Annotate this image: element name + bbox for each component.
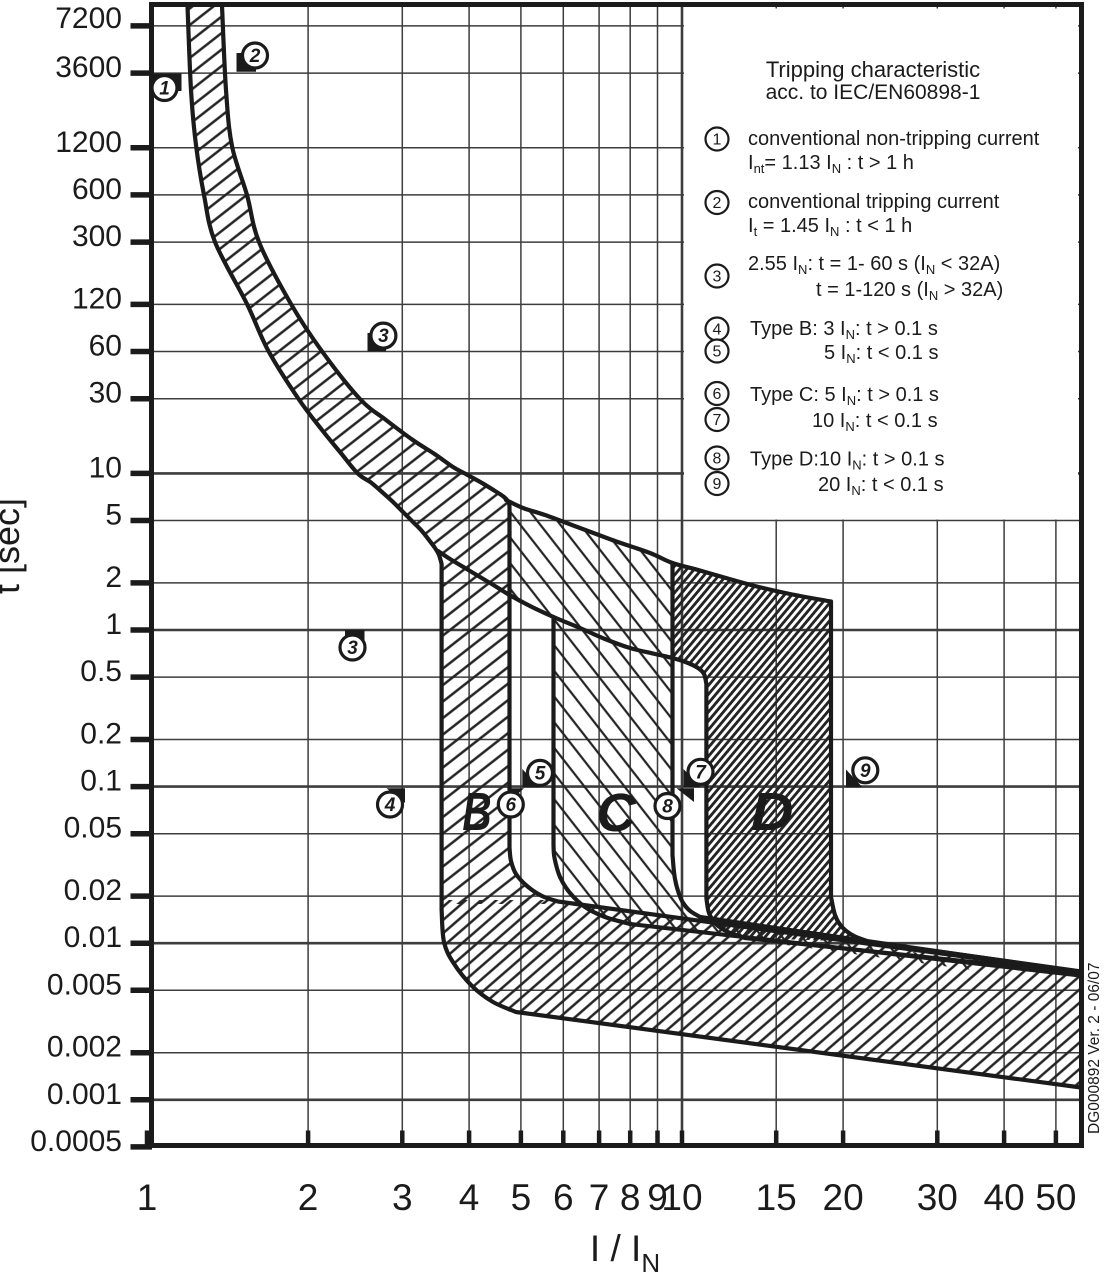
svg-text:1: 1 <box>159 79 170 100</box>
svg-text:conventional tripping current: conventional tripping current <box>748 191 1000 213</box>
svg-text:4: 4 <box>713 322 722 339</box>
svg-text:conventional non-tripping curr: conventional non-tripping current <box>748 128 1040 150</box>
svg-text:4: 4 <box>384 795 396 816</box>
svg-text:30: 30 <box>89 377 122 410</box>
svg-text:1: 1 <box>105 608 122 641</box>
svg-text:5: 5 <box>105 499 122 532</box>
svg-text:20: 20 <box>823 1177 864 1218</box>
svg-text:5: 5 <box>535 763 546 784</box>
svg-text:1200: 1200 <box>55 126 122 159</box>
svg-text:6: 6 <box>713 386 722 403</box>
svg-text:0.5: 0.5 <box>80 655 122 688</box>
svg-text:6: 6 <box>506 795 517 816</box>
svg-text:5 IN​: t < 0.1 s: 5 IN​: t < 0.1 s <box>824 342 938 366</box>
svg-text:0.005: 0.005 <box>47 968 122 1001</box>
svg-text:10 IN​: t < 0.1 s: 10 IN​: t < 0.1 s <box>812 410 938 434</box>
svg-text:B: B <box>462 782 491 842</box>
svg-text:60: 60 <box>89 330 122 363</box>
svg-text:9: 9 <box>647 1177 668 1218</box>
svg-text:7: 7 <box>589 1177 610 1218</box>
svg-text:Type D:10 IN​: t > 0.1 s: Type D:10 IN​: t > 0.1 s <box>750 449 945 473</box>
svg-text:2.55 IN​: t = 1- 60 s (IN​ < 3: 2.55 IN​: t = 1- 60 s (IN​ < 32A) <box>748 253 1000 277</box>
svg-text:0.1: 0.1 <box>80 765 122 798</box>
svg-text:8: 8 <box>662 797 673 818</box>
svg-text:40: 40 <box>984 1177 1025 1218</box>
svg-text:2: 2 <box>713 195 722 212</box>
svg-text:300: 300 <box>72 220 122 253</box>
svg-text:Int​= 1.13 IN​ : t > 1 h: Int​= 1.13 IN​ : t > 1 h <box>748 152 914 176</box>
svg-text:1: 1 <box>713 132 722 149</box>
svg-text:8: 8 <box>713 451 722 468</box>
svg-text:10: 10 <box>89 451 122 484</box>
svg-text:D: D <box>751 782 794 842</box>
svg-text:7: 7 <box>695 762 707 783</box>
svg-text:4: 4 <box>459 1177 480 1218</box>
svg-text:5: 5 <box>713 344 722 361</box>
svg-text:9: 9 <box>713 476 722 493</box>
svg-text:3600: 3600 <box>55 51 122 84</box>
svg-text:0.001: 0.001 <box>47 1078 122 1111</box>
svg-text:2: 2 <box>105 561 122 594</box>
svg-text:3: 3 <box>713 269 722 286</box>
svg-text:1: 1 <box>137 1177 158 1218</box>
svg-text:Type C: 5 IN​: t > 0.1 s: Type C: 5 IN​: t > 0.1 s <box>750 384 939 408</box>
svg-text:7: 7 <box>713 412 722 429</box>
svg-text:0.002: 0.002 <box>47 1031 122 1064</box>
svg-text:2: 2 <box>249 46 261 67</box>
svg-text:20 IN​: t < 0.1 s: 20 IN​: t < 0.1 s <box>818 474 944 498</box>
svg-text:30: 30 <box>917 1177 958 1218</box>
svg-text:0.05: 0.05 <box>64 812 122 845</box>
svg-text:2: 2 <box>298 1177 319 1218</box>
svg-text:0.2: 0.2 <box>80 718 122 751</box>
svg-text:600: 600 <box>72 173 122 206</box>
svg-text:7200: 7200 <box>55 2 122 35</box>
svg-text:5: 5 <box>511 1177 532 1218</box>
svg-text:3: 3 <box>392 1177 413 1218</box>
svg-text:10: 10 <box>661 1177 702 1218</box>
svg-text:3: 3 <box>347 638 358 659</box>
svg-text:15: 15 <box>756 1177 797 1218</box>
svg-text:6: 6 <box>553 1177 574 1218</box>
svg-text:3: 3 <box>378 326 389 347</box>
svg-text:t = 1-120 s (IN​ > 32A): t = 1-120 s (IN​ > 32A) <box>816 279 1003 303</box>
svg-text:Tripping characteristic: Tripping characteristic <box>766 57 980 82</box>
svg-text:Type B: 3 IN​: t > 0.1 s: Type B: 3 IN​: t > 0.1 s <box>750 318 938 342</box>
svg-text:t [sec]: t [sec] <box>0 498 27 594</box>
svg-text:9: 9 <box>860 761 871 782</box>
svg-text:acc. to IEC/EN60898-1: acc. to IEC/EN60898-1 <box>766 81 981 104</box>
svg-text:8: 8 <box>620 1177 641 1218</box>
svg-text:C: C <box>597 783 637 843</box>
svg-text:50: 50 <box>1035 1177 1076 1218</box>
svg-text:0.0005: 0.0005 <box>30 1125 122 1158</box>
svg-text:120: 120 <box>72 282 122 315</box>
svg-text:0.01: 0.01 <box>64 921 122 954</box>
svg-text:DG000892 Ver. 2 - 06/07: DG000892 Ver. 2 - 06/07 <box>1086 963 1103 1134</box>
svg-text:0.02: 0.02 <box>64 874 122 907</box>
